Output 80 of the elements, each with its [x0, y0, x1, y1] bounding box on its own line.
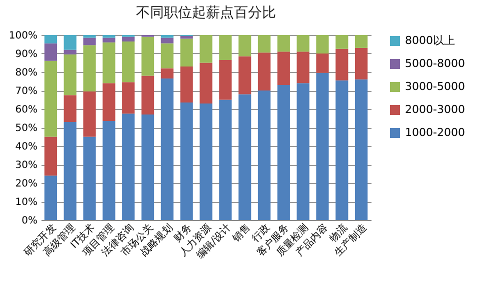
y-tick-label: 30%: [15, 160, 38, 171]
bar: [219, 35, 232, 60]
bar: [354, 48, 368, 80]
y-tick-label: 10%: [15, 197, 38, 208]
bar: [200, 103, 212, 220]
bar: [258, 90, 271, 220]
bar: [122, 36, 135, 42]
legend-label: 5000-8000: [405, 57, 465, 70]
bar: [219, 100, 232, 220]
bar: [160, 43, 174, 68]
bar: [64, 122, 76, 220]
bar: [336, 35, 348, 49]
bar: [336, 80, 348, 220]
y-tick-label: 60%: [15, 104, 38, 116]
bar: [160, 68, 174, 78]
bar: [141, 36, 154, 76]
bar: [296, 52, 310, 84]
y-tick-label: 90%: [15, 49, 38, 60]
bar: [102, 83, 116, 122]
bar: [258, 35, 271, 53]
y-tick-label: 50%: [15, 123, 38, 134]
chart-title: 不同职位起薪点百分比: [136, 5, 276, 21]
bar: [354, 35, 368, 48]
legend-label: 3000-5000: [405, 80, 465, 93]
bar: [83, 91, 96, 137]
bar: [316, 54, 329, 73]
bar: [238, 94, 252, 220]
bar: [316, 35, 329, 54]
bar: [160, 35, 174, 38]
bar: [354, 79, 368, 220]
bar: [44, 136, 58, 176]
y-tick-label: 20%: [15, 178, 38, 190]
bar: [83, 45, 96, 92]
bar: [122, 114, 135, 220]
bar: [180, 66, 193, 103]
bar: [277, 35, 290, 52]
bar: [238, 56, 252, 94]
legend-label: 1000-2000: [405, 126, 465, 139]
bar: [102, 42, 116, 84]
bar: [160, 78, 174, 220]
bar: [180, 102, 193, 220]
bar: [316, 72, 329, 220]
bar: [44, 60, 58, 137]
bar: [160, 38, 174, 44]
bar: [336, 48, 348, 80]
bar: [238, 35, 252, 56]
bar: [44, 35, 58, 44]
bar: [219, 60, 232, 100]
bar: [277, 84, 290, 220]
bar: [64, 35, 76, 50]
bar: [44, 43, 58, 61]
bar: [258, 52, 271, 90]
y-tick-label: 70%: [15, 86, 38, 97]
bar: [64, 95, 76, 122]
bar: [44, 176, 58, 220]
bar: [141, 76, 154, 115]
bar: [102, 121, 116, 220]
y-tick-label: 80%: [15, 68, 38, 78]
bar: [83, 38, 96, 46]
bar: [200, 35, 212, 63]
bar: [64, 50, 76, 54]
bar: [102, 38, 116, 42]
bar: [102, 35, 116, 38]
y-tick-label: 100%: [8, 30, 38, 42]
bar: [83, 136, 96, 220]
x-tick-label: 销售: [229, 222, 253, 246]
bar: [122, 82, 135, 114]
bar: [180, 38, 193, 66]
bar: [64, 54, 76, 96]
bar: [141, 114, 154, 220]
y-tick-label: 0%: [22, 216, 38, 226]
legend-label: 8000以上: [405, 34, 455, 47]
bar: [296, 83, 310, 220]
bar: [200, 62, 212, 104]
y-tick-label: 40%: [15, 142, 38, 152]
bar: [122, 41, 135, 82]
bar: [277, 52, 290, 85]
bar: [296, 35, 310, 52]
bar: [83, 35, 96, 38]
legend-label: 2000-3000: [405, 103, 465, 116]
